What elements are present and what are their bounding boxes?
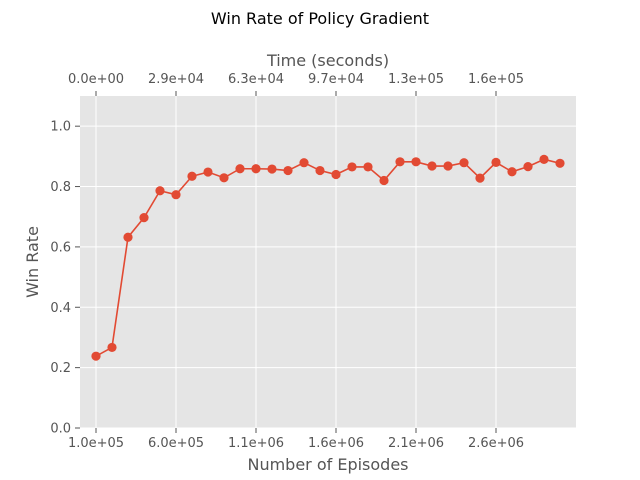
grid (80, 96, 576, 429)
data-point (187, 171, 197, 181)
x-tick-label: 1.1e+06 (228, 436, 284, 451)
series-points (91, 154, 565, 361)
data-point (491, 157, 501, 167)
x-tick-label: 6.0e+05 (148, 436, 204, 451)
data-point (219, 173, 229, 183)
y-tick-label: 0.0 (50, 422, 71, 437)
x-tick-label: 2.6e+06 (468, 436, 524, 451)
data-point (363, 162, 373, 172)
data-point (235, 164, 245, 174)
x-axis-label: Number of Episodes (247, 455, 408, 474)
data-point (443, 161, 453, 171)
data-point (411, 157, 421, 167)
top-x-axis-label: Time (seconds) (266, 51, 389, 70)
x-tick-label: 2.1e+06 (388, 436, 444, 451)
data-point (283, 165, 293, 176)
x-tick-label: 1.0e+05 (68, 436, 124, 451)
top-x-tick-label: 6.3e+04 (228, 72, 284, 87)
data-point (475, 173, 485, 183)
data-point (379, 175, 389, 186)
data-point (347, 162, 357, 172)
data-point (555, 158, 565, 168)
top-x-tick-label: 9.7e+04 (308, 72, 364, 87)
y-tick-label: 0.6 (50, 240, 71, 255)
data-point (459, 158, 469, 168)
data-point (91, 351, 101, 361)
y-tick-label: 0.2 (50, 361, 71, 376)
data-point (171, 190, 181, 200)
data-point (267, 164, 277, 174)
data-point (139, 213, 149, 223)
plot-area (80, 96, 576, 428)
data-point (507, 167, 517, 177)
ticks: 1.0e+05 6.0e+05 1.1e+06 1.6e+06 2.1e+06 2.6e+… (50, 72, 524, 451)
top-x-tick-label: 0.0e+00 (68, 72, 124, 87)
y-tick-label: 1.0 (50, 120, 71, 135)
data-point (123, 232, 133, 242)
y-axis-label: Win Rate (23, 226, 42, 298)
y-tick-label: 0.8 (50, 180, 71, 195)
data-point (155, 186, 165, 196)
data-point (427, 161, 437, 171)
top-x-tick-label: 2.9e+04 (148, 72, 204, 87)
data-point (395, 157, 405, 167)
top-x-tick-label: 1.6e+05 (468, 72, 524, 87)
x-tick-label: 1.6e+06 (308, 436, 364, 451)
data-point (523, 162, 533, 172)
data-point (203, 167, 213, 177)
chart-title: Win Rate of Policy Gradient (211, 9, 429, 28)
data-point (315, 165, 325, 176)
y-tick-label: 0.4 (50, 301, 71, 316)
data-point (539, 154, 549, 164)
top-x-tick-label: 1.3e+05 (388, 72, 444, 87)
data-point (331, 169, 341, 180)
data-point (299, 158, 309, 168)
data-point (107, 342, 117, 353)
data-point (251, 164, 261, 174)
